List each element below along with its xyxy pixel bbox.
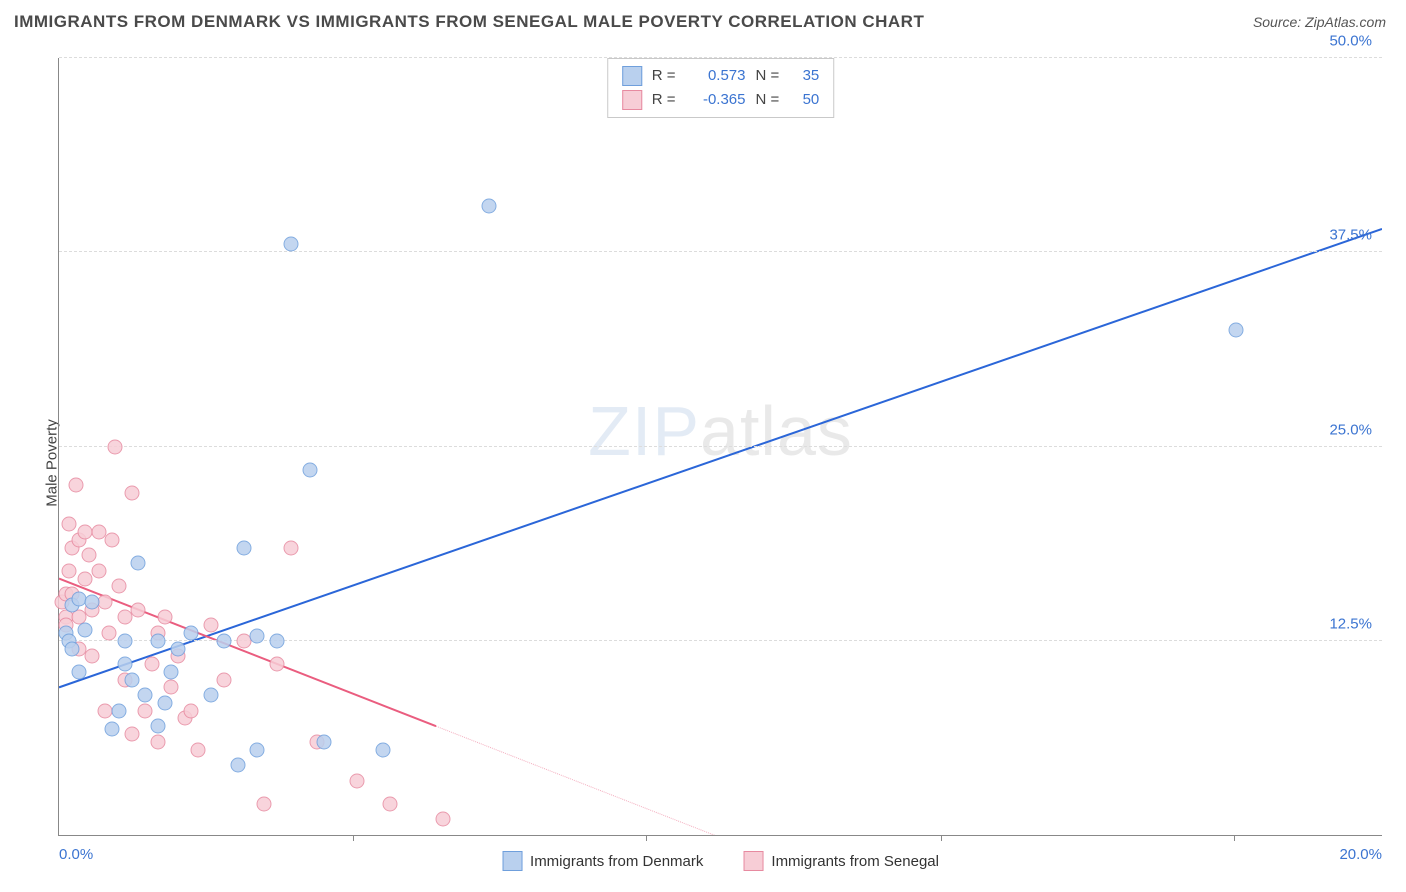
legend-swatch bbox=[502, 851, 522, 871]
data-point bbox=[257, 796, 272, 811]
data-point bbox=[131, 556, 146, 571]
data-point bbox=[376, 742, 391, 757]
legend-swatch bbox=[743, 851, 763, 871]
data-point bbox=[184, 703, 199, 718]
data-point bbox=[303, 462, 318, 477]
data-point bbox=[217, 672, 232, 687]
data-point bbox=[237, 540, 252, 555]
data-point bbox=[349, 773, 364, 788]
r-value: 0.573 bbox=[686, 64, 746, 88]
data-point bbox=[164, 664, 179, 679]
data-point bbox=[184, 625, 199, 640]
legend-swatch bbox=[622, 90, 642, 110]
data-point bbox=[250, 629, 265, 644]
data-point bbox=[118, 657, 133, 672]
data-point bbox=[68, 478, 83, 493]
x-tick-mark bbox=[646, 835, 647, 841]
x-tick-label: 0.0% bbox=[59, 846, 93, 863]
y-tick-label: 25.0% bbox=[1329, 421, 1372, 438]
n-value: 35 bbox=[789, 64, 819, 88]
r-value: -0.365 bbox=[686, 88, 746, 112]
data-point bbox=[65, 641, 80, 656]
data-point bbox=[250, 742, 265, 757]
data-point bbox=[171, 641, 186, 656]
data-point bbox=[137, 688, 152, 703]
data-point bbox=[316, 734, 331, 749]
data-point bbox=[481, 198, 496, 213]
data-point bbox=[190, 742, 205, 757]
data-point bbox=[283, 237, 298, 252]
stats-row: R = -0.365 N = 50 bbox=[622, 88, 820, 112]
data-point bbox=[217, 633, 232, 648]
data-point bbox=[204, 618, 219, 633]
x-tick-mark bbox=[1234, 835, 1235, 841]
data-point bbox=[151, 734, 166, 749]
r-label: R = bbox=[652, 64, 676, 88]
data-point bbox=[124, 672, 139, 687]
data-point bbox=[81, 548, 96, 563]
gridline bbox=[59, 57, 1382, 58]
r-label: R = bbox=[652, 88, 676, 112]
x-tick-mark bbox=[941, 835, 942, 841]
data-point bbox=[124, 727, 139, 742]
gridline bbox=[59, 446, 1382, 447]
legend-swatch bbox=[622, 66, 642, 86]
data-point bbox=[137, 703, 152, 718]
data-point bbox=[382, 796, 397, 811]
series-legend: Immigrants from Denmark Immigrants from S… bbox=[502, 851, 939, 871]
data-point bbox=[157, 610, 172, 625]
scatter-plot: ZIPatlas R =0.573N =35R =-0.365N =50 Imm… bbox=[58, 58, 1382, 836]
chart-container: Male Poverty ZIPatlas R =0.573N =35R =-0… bbox=[14, 48, 1392, 878]
x-tick-label: 20.0% bbox=[1339, 846, 1382, 863]
data-point bbox=[61, 563, 76, 578]
data-point bbox=[1229, 322, 1244, 337]
regression-lines bbox=[59, 58, 1382, 835]
data-point bbox=[144, 657, 159, 672]
data-point bbox=[164, 680, 179, 695]
data-point bbox=[101, 625, 116, 640]
data-point bbox=[283, 540, 298, 555]
data-point bbox=[61, 517, 76, 532]
n-label: N = bbox=[756, 88, 780, 112]
legend-item: Immigrants from Denmark bbox=[502, 851, 703, 871]
y-tick-label: 50.0% bbox=[1329, 33, 1372, 50]
data-point bbox=[78, 622, 93, 637]
legend-label: Immigrants from Senegal bbox=[771, 853, 939, 870]
stats-row: R = 0.573 N = 35 bbox=[622, 64, 820, 88]
data-point bbox=[204, 688, 219, 703]
data-point bbox=[104, 722, 119, 737]
stats-legend: R = 0.573 N = 35 R = -0.365 N = 50 bbox=[607, 58, 835, 118]
data-point bbox=[71, 664, 86, 679]
page-title: IMMIGRANTS FROM DENMARK VS IMMIGRANTS FR… bbox=[14, 12, 924, 32]
x-tick-mark bbox=[353, 835, 354, 841]
data-point bbox=[111, 703, 126, 718]
n-value: 50 bbox=[789, 88, 819, 112]
data-point bbox=[111, 579, 126, 594]
data-point bbox=[151, 719, 166, 734]
data-point bbox=[108, 439, 123, 454]
source-label: Source: ZipAtlas.com bbox=[1253, 14, 1386, 30]
data-point bbox=[230, 758, 245, 773]
y-tick-label: 12.5% bbox=[1329, 615, 1372, 632]
data-point bbox=[157, 695, 172, 710]
data-point bbox=[85, 649, 100, 664]
y-tick-label: 37.5% bbox=[1329, 227, 1372, 244]
data-point bbox=[118, 633, 133, 648]
n-label: N = bbox=[756, 64, 780, 88]
gridline bbox=[59, 251, 1382, 252]
data-point bbox=[131, 602, 146, 617]
data-point bbox=[270, 657, 285, 672]
data-point bbox=[435, 812, 450, 827]
data-point bbox=[104, 532, 119, 547]
data-point bbox=[91, 563, 106, 578]
data-point bbox=[98, 594, 113, 609]
data-point bbox=[270, 633, 285, 648]
data-point bbox=[151, 633, 166, 648]
legend-label: Immigrants from Denmark bbox=[530, 853, 703, 870]
data-point bbox=[85, 594, 100, 609]
legend-item: Immigrants from Senegal bbox=[743, 851, 939, 871]
watermark: ZIPatlas bbox=[588, 391, 853, 471]
data-point bbox=[124, 486, 139, 501]
